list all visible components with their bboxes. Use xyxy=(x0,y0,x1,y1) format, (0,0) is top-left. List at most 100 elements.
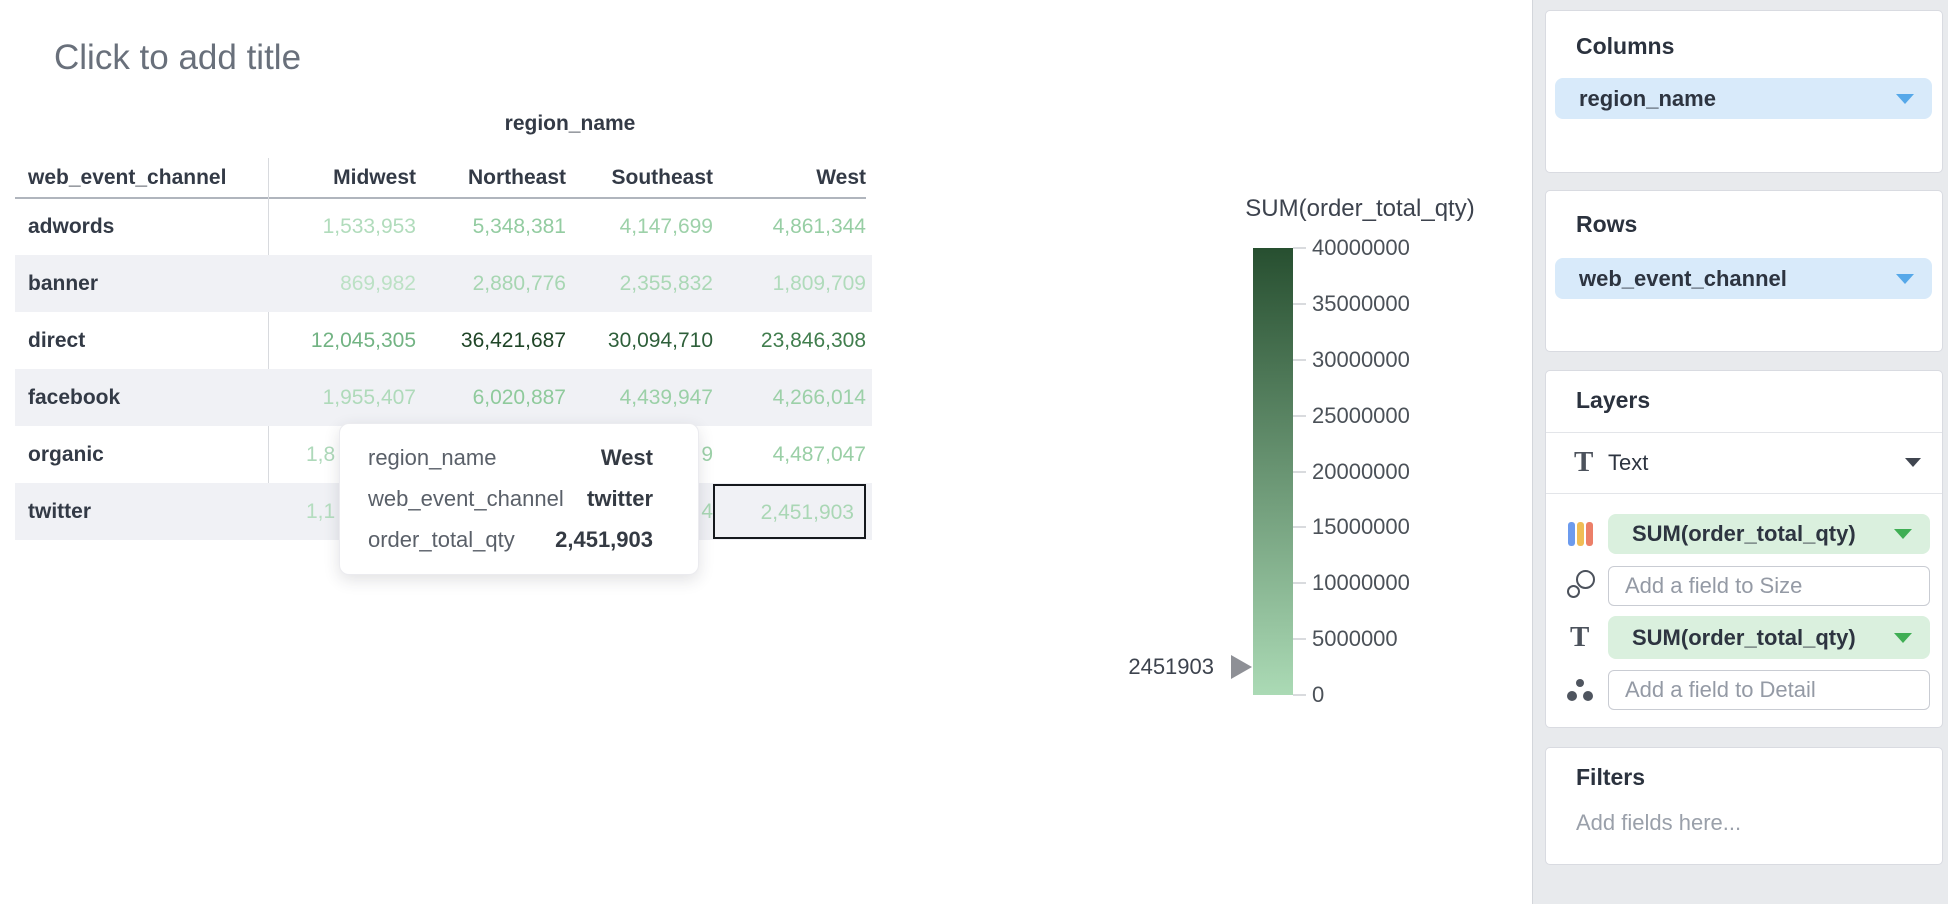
divider xyxy=(1546,432,1942,433)
column-group-header: region_name xyxy=(504,112,636,135)
detail-dots-icon xyxy=(1567,679,1595,702)
table-cell[interactable]: 1,533,953 xyxy=(322,214,416,238)
tooltip-row: web_event_channel twitter xyxy=(368,486,653,512)
table-cell[interactable]: 1,1 xyxy=(306,499,336,523)
table-cell[interactable]: 5,348,381 xyxy=(472,214,566,238)
tooltip-label: region_name xyxy=(368,445,497,470)
legend-tick-label: 15000000 xyxy=(1312,514,1410,539)
legend-pointer-icon xyxy=(1231,655,1252,679)
legend-tick-mark xyxy=(1293,303,1306,305)
legend-tick-label: 20000000 xyxy=(1312,459,1410,484)
row-label: adwords xyxy=(28,214,115,238)
columns-field-pill[interactable]: region_name xyxy=(1555,78,1932,119)
rows-field-label: web_event_channel xyxy=(1579,265,1787,291)
tooltip-row: order_total_qty 2,451,903 xyxy=(368,527,653,553)
tooltip-label: order_total_qty xyxy=(368,527,515,552)
table-cell[interactable]: 4,439,947 xyxy=(619,385,713,409)
selected-table-cell[interactable]: 2,451,903 xyxy=(713,484,866,539)
chevron-down-icon[interactable] xyxy=(1896,93,1914,104)
legend-tick-mark xyxy=(1293,526,1306,528)
legend-tick-mark xyxy=(1293,415,1306,417)
row-label: banner xyxy=(28,271,99,295)
rows-field-pill[interactable]: web_event_channel xyxy=(1555,258,1932,299)
legend-tick-label: 30000000 xyxy=(1312,347,1410,372)
table-row: facebook 1,955,407 6,020,887 4,439,947 4… xyxy=(15,369,872,426)
label-column-divider xyxy=(268,158,269,540)
table-cell[interactable]: 4 xyxy=(701,499,713,523)
text-field-label: SUM(order_total_qty) xyxy=(1632,624,1856,650)
divider xyxy=(1546,493,1942,494)
row-label: facebook xyxy=(28,385,121,409)
legend-tick-mark xyxy=(1293,247,1306,249)
text-layer-icon: T xyxy=(1574,446,1594,478)
filters-drop-zone[interactable]: Add fields here... xyxy=(1576,810,1742,835)
layer-type-row[interactable]: T Text xyxy=(1546,433,1942,493)
layers-section-title: Layers xyxy=(1576,387,1651,413)
legend-title: SUM(order_total_qty) xyxy=(1245,195,1475,222)
size-field-input[interactable] xyxy=(1608,566,1930,606)
report-title-placeholder[interactable]: Click to add title xyxy=(54,38,302,77)
legend-tick-label: 25000000 xyxy=(1312,403,1410,428)
row-field-header: web_event_channel xyxy=(28,166,227,189)
table-cell[interactable]: 4,147,699 xyxy=(619,214,713,238)
legend-tick-mark xyxy=(1293,471,1306,473)
table-cell[interactable]: 30,094,710 xyxy=(607,328,713,352)
layer-type-label: Text xyxy=(1608,450,1649,475)
table-cell[interactable]: 4,487,047 xyxy=(772,442,866,466)
row-label: direct xyxy=(28,328,86,352)
chevron-down-icon[interactable] xyxy=(1894,529,1912,539)
chevron-down-icon[interactable] xyxy=(1894,632,1912,643)
table-cell[interactable]: 1,8 xyxy=(306,442,336,466)
color-bars-icon xyxy=(1568,522,1593,546)
table-cell[interactable]: 2,355,832 xyxy=(619,271,713,295)
layers-card: Layers T Text SUM(order_total_qty) T SUM… xyxy=(1545,370,1943,728)
settings-sidebar: Columns region_name Rows web_event_chann… xyxy=(1532,0,1948,904)
legend-tick-label: 10000000 xyxy=(1312,570,1410,595)
text-field-pill[interactable]: SUM(order_total_qty) xyxy=(1608,616,1930,659)
column-header-southeast: Southeast xyxy=(611,166,713,189)
tooltip-row: region_name West xyxy=(368,445,653,471)
detail-field-input[interactable] xyxy=(1608,670,1930,710)
tooltip-value: West xyxy=(600,445,653,470)
columns-section-title: Columns xyxy=(1576,33,1675,59)
cell-tooltip: region_name West web_event_channel twitt… xyxy=(339,423,699,575)
legend-tick-label: 0 xyxy=(1312,682,1325,707)
columns-card: Columns region_name xyxy=(1545,10,1943,173)
tooltip-label: web_event_channel xyxy=(368,486,564,511)
legend-tick-mark xyxy=(1293,582,1306,584)
legend-tick-label: 5000000 xyxy=(1312,626,1398,651)
table-row: direct 12,045,305 36,421,687 30,094,710 … xyxy=(15,312,872,369)
chevron-down-icon[interactable] xyxy=(1896,273,1914,284)
color-field-pill[interactable]: SUM(order_total_qty) xyxy=(1608,514,1930,554)
row-label: twitter xyxy=(28,499,91,523)
legend-tick-label: 40000000 xyxy=(1312,235,1410,260)
color-legend: SUM(order_total_qty) 40000000 35000000 3… xyxy=(1100,195,1530,725)
size-circles-icon xyxy=(1567,570,1595,598)
table-cell[interactable]: 1,955,407 xyxy=(322,385,416,409)
row-label: organic xyxy=(28,442,104,466)
table-cell[interactable]: 2,880,776 xyxy=(472,271,566,295)
table-header-row: web_event_channel Midwest Northeast Sout… xyxy=(15,158,872,198)
table-cell[interactable]: 869,982 xyxy=(340,271,416,295)
chevron-down-icon[interactable] xyxy=(1905,458,1921,467)
color-field-label: SUM(order_total_qty) xyxy=(1632,521,1856,546)
table-cell[interactable]: 4,266,014 xyxy=(772,385,866,409)
legend-tick-mark xyxy=(1293,694,1306,696)
table-row: adwords 1,533,953 5,348,381 4,147,699 4,… xyxy=(15,198,872,255)
header-underline xyxy=(15,197,866,199)
table-cell[interactable]: 23,846,308 xyxy=(760,328,866,352)
table-cell[interactable]: 36,421,687 xyxy=(460,328,566,352)
legend-gradient-bar xyxy=(1253,248,1293,695)
filters-section-title: Filters xyxy=(1576,764,1646,790)
legend-tick-mark xyxy=(1293,638,1306,640)
rows-section-title: Rows xyxy=(1576,211,1638,237)
tooltip-value: 2,451,903 xyxy=(555,527,653,552)
tooltip-value: twitter xyxy=(587,486,653,511)
column-header-midwest: Midwest xyxy=(333,166,416,189)
table-cell[interactable]: 6,020,887 xyxy=(472,385,566,409)
table-cell[interactable]: 4,861,344 xyxy=(772,214,866,238)
table-cell[interactable]: 1,809,709 xyxy=(772,271,866,295)
table-cell[interactable]: 12,045,305 xyxy=(310,328,416,352)
table-row: organic 1,8 9 4,487,047 xyxy=(15,426,872,483)
table-cell[interactable]: 9 xyxy=(701,442,713,466)
